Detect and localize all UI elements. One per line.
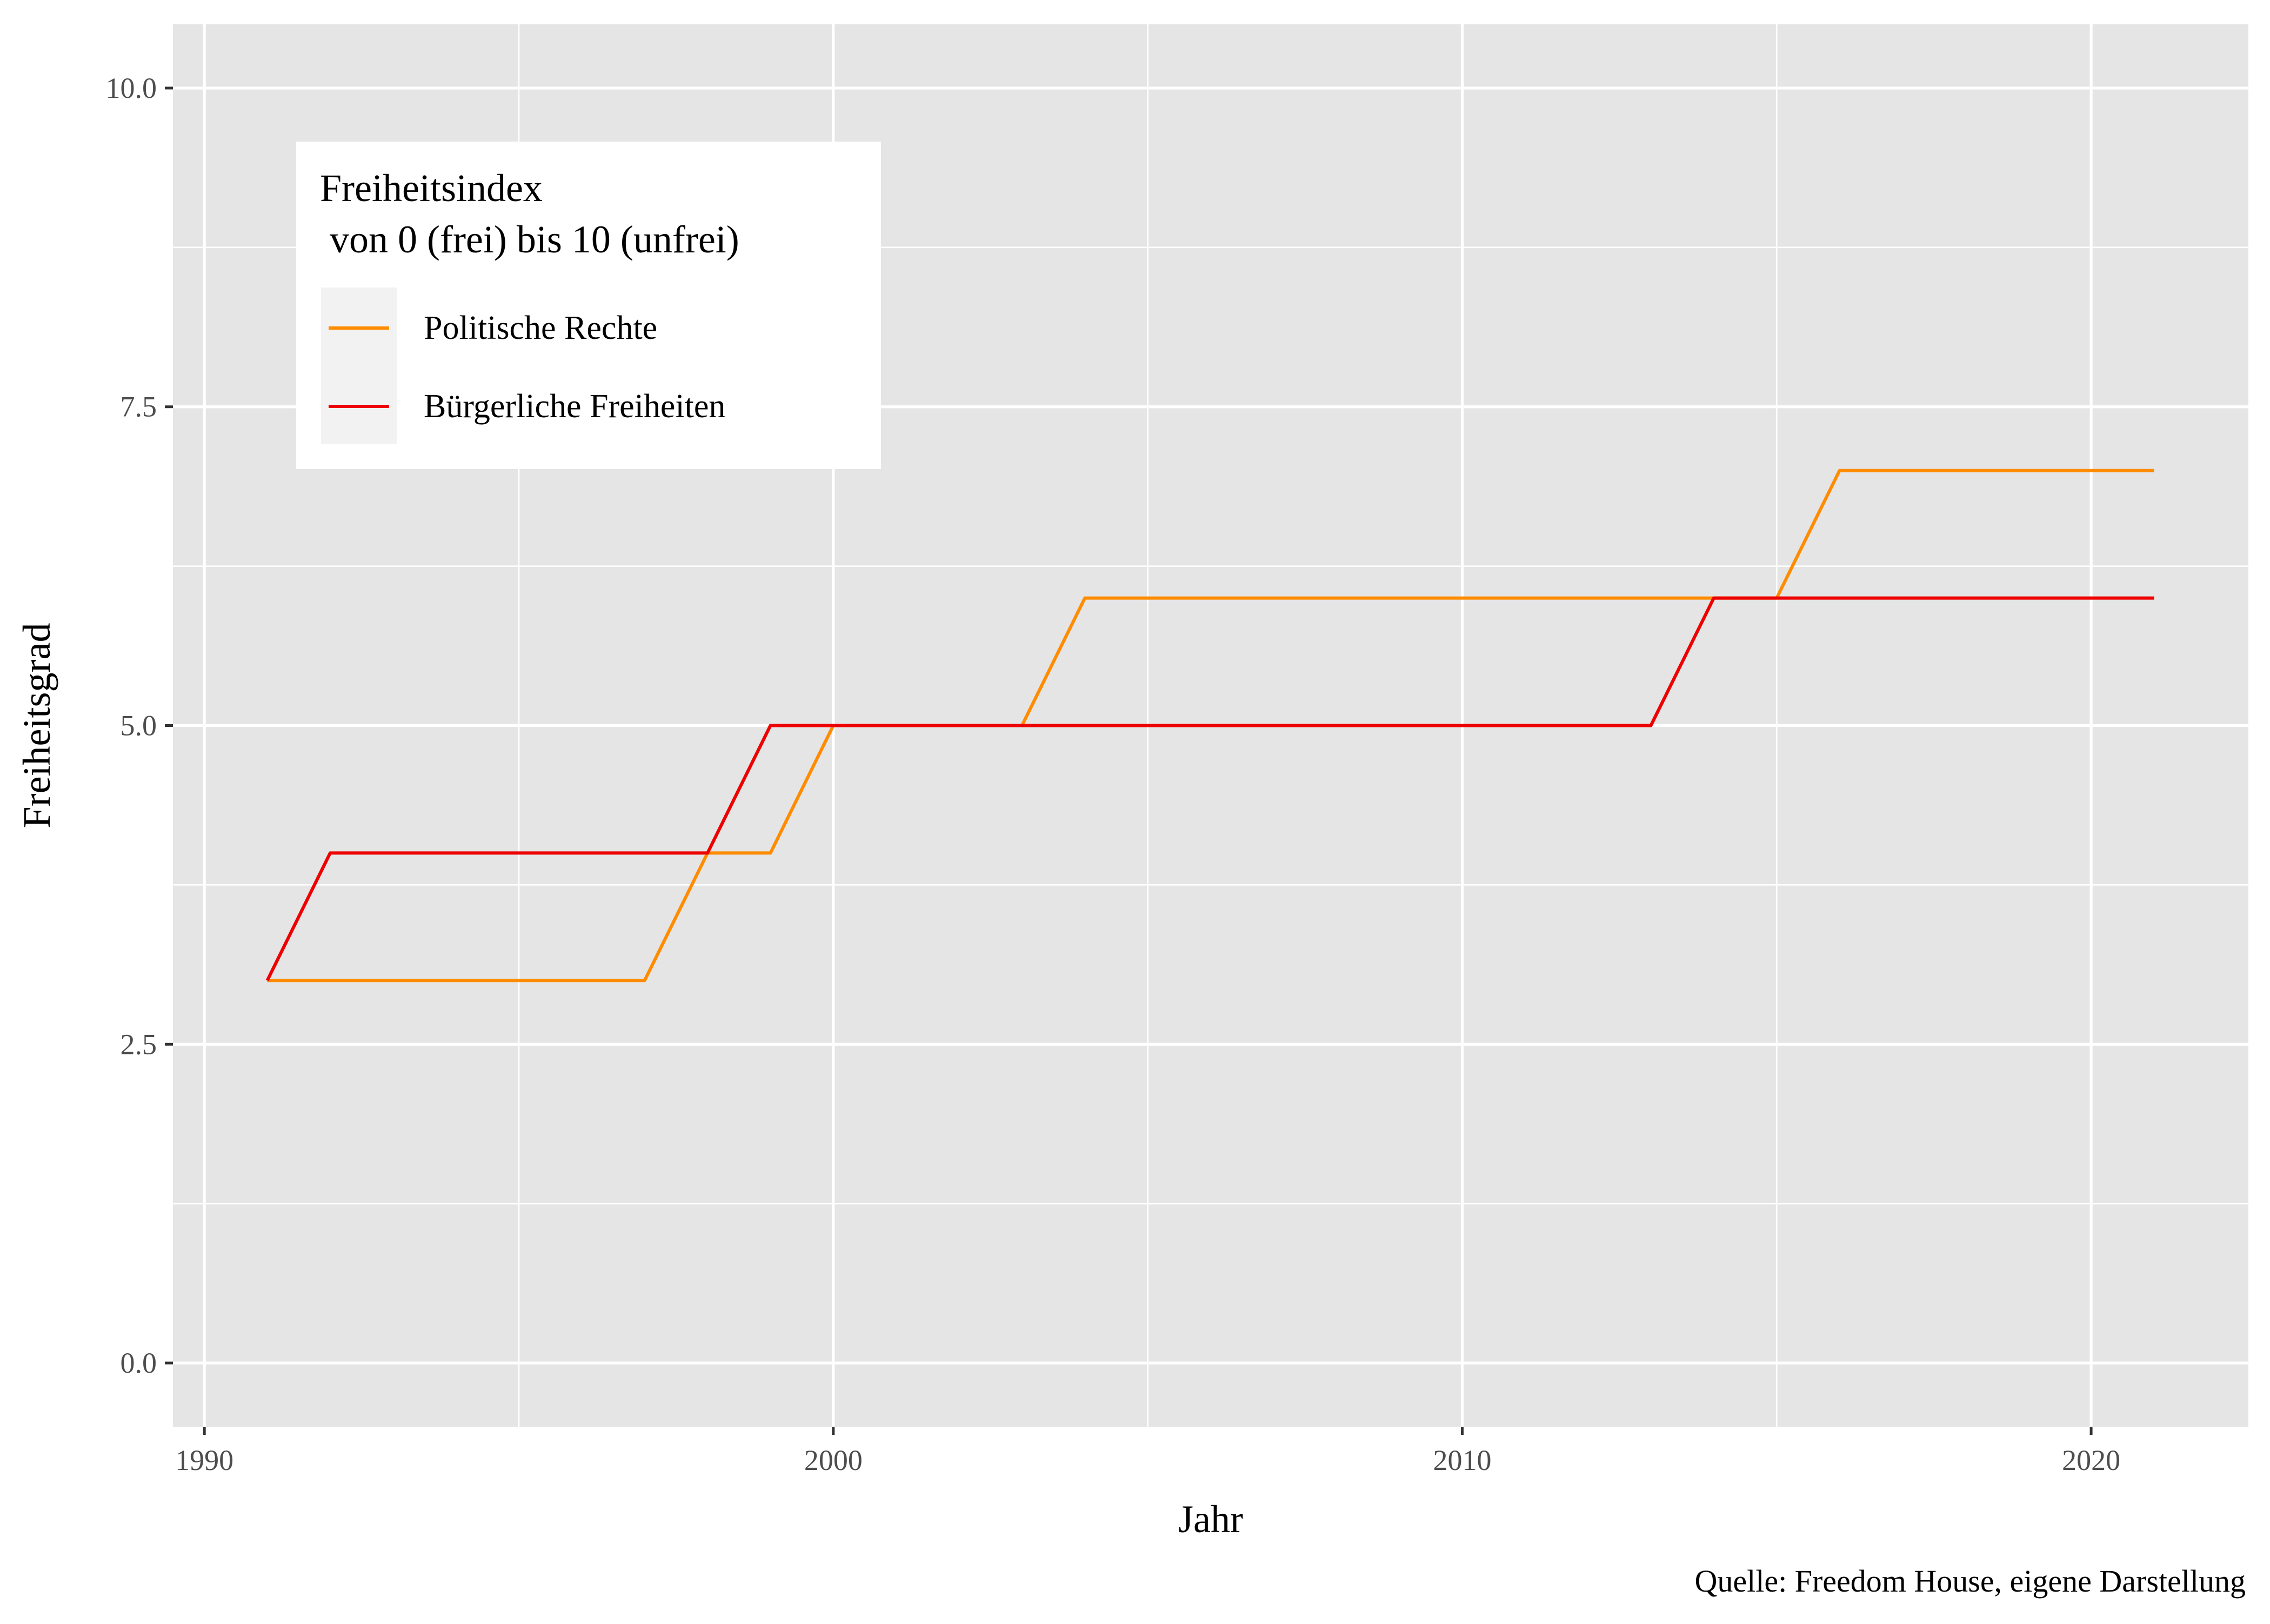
legend-item-label: Bürgerliche Freiheiten: [424, 388, 725, 425]
series-line-b-rgerliche-freiheiten: [265, 596, 2154, 981]
legend-items: Politische Rechte Bürgerliche Freiheiten: [321, 288, 725, 444]
series-layer: [265, 469, 2154, 983]
y-tick-label: 5.0: [121, 710, 157, 742]
y-tick-label: 0.0: [121, 1347, 157, 1379]
legend-title-line-1: Freiheitsindex: [320, 166, 543, 210]
tick-labels: 1990 2000 2010 2020 0.0 2.5 5.0 7.5 10.0: [106, 72, 2121, 1476]
series-line-politische-rechte: [267, 469, 2154, 983]
legend-title-line-2: von 0 (frei) bis 10 (unfrei): [320, 218, 739, 261]
y-axis-title: Freiheitsgrad: [15, 623, 58, 828]
legend-item-label: Politische Rechte: [424, 310, 657, 346]
x-tick-label: 2000: [804, 1444, 863, 1476]
x-tick-label: 2020: [2062, 1444, 2120, 1476]
x-tick-label: 1990: [175, 1444, 233, 1476]
y-tick-label: 10.0: [106, 72, 157, 104]
y-tick-label: 7.5: [121, 391, 157, 423]
legend: Freiheitsindex von 0 (frei) bis 10 (unfr…: [296, 142, 881, 469]
axis-ticks: [165, 86, 2093, 1435]
y-tick-label: 2.5: [121, 1028, 157, 1060]
caption: Quelle: Freedom House, eigene Darstellun…: [1694, 1563, 2246, 1599]
x-axis-title: Jahr: [1178, 1498, 1243, 1541]
legend-key-background: [321, 288, 397, 444]
x-tick-label: 2010: [1433, 1444, 1491, 1476]
